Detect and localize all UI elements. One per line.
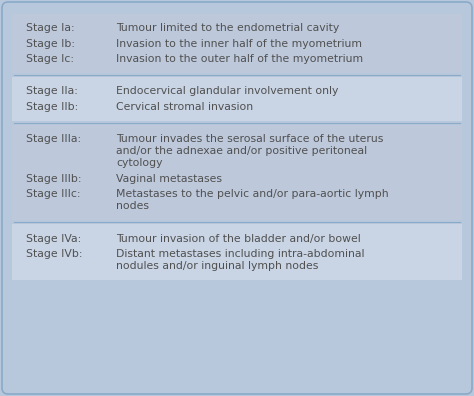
Text: Endocervical glandular involvement only: Endocervical glandular involvement only — [116, 86, 338, 96]
Bar — [12, 14, 462, 73]
Text: Tumour invades the serosal surface of the uterus: Tumour invades the serosal surface of th… — [116, 134, 383, 144]
Bar — [12, 77, 462, 121]
Text: Metastases to the pelvic and/or para-aortic lymph: Metastases to the pelvic and/or para-aor… — [116, 189, 389, 199]
Text: Stage Ia:: Stage Ia: — [26, 23, 75, 33]
Text: cytology: cytology — [116, 158, 163, 168]
Text: nodules and/or inguinal lymph nodes: nodules and/or inguinal lymph nodes — [116, 261, 319, 271]
Text: Stage IVb:: Stage IVb: — [26, 249, 82, 259]
Text: Invasion to the inner half of the myometrium: Invasion to the inner half of the myomet… — [116, 39, 362, 49]
Text: nodes: nodes — [116, 202, 149, 211]
Text: Stage Ic:: Stage Ic: — [26, 54, 74, 64]
Bar — [12, 125, 462, 221]
Text: Stage Ib:: Stage Ib: — [26, 39, 75, 49]
Text: Stage IIa:: Stage IIa: — [26, 86, 78, 96]
Text: Invasion to the outer half of the myometrium: Invasion to the outer half of the myomet… — [116, 54, 363, 64]
Text: Vaginal metastases: Vaginal metastases — [116, 174, 222, 184]
Text: Tumour limited to the endometrial cavity: Tumour limited to the endometrial cavity — [116, 23, 339, 33]
Text: Stage IIb:: Stage IIb: — [26, 102, 78, 112]
Text: Stage IIIc:: Stage IIIc: — [26, 189, 81, 199]
Bar — [12, 225, 462, 280]
Text: Cervical stromal invasion: Cervical stromal invasion — [116, 102, 253, 112]
Text: Stage IVa:: Stage IVa: — [26, 234, 82, 244]
Text: Tumour invasion of the bladder and/or bowel: Tumour invasion of the bladder and/or bo… — [116, 234, 361, 244]
Text: Distant metastases including intra-abdominal: Distant metastases including intra-abdom… — [116, 249, 365, 259]
Text: Stage IIIb:: Stage IIIb: — [26, 174, 82, 184]
Text: and/or the adnexae and/or positive peritoneal: and/or the adnexae and/or positive perit… — [116, 146, 367, 156]
Text: Stage IIIa:: Stage IIIa: — [26, 134, 81, 144]
